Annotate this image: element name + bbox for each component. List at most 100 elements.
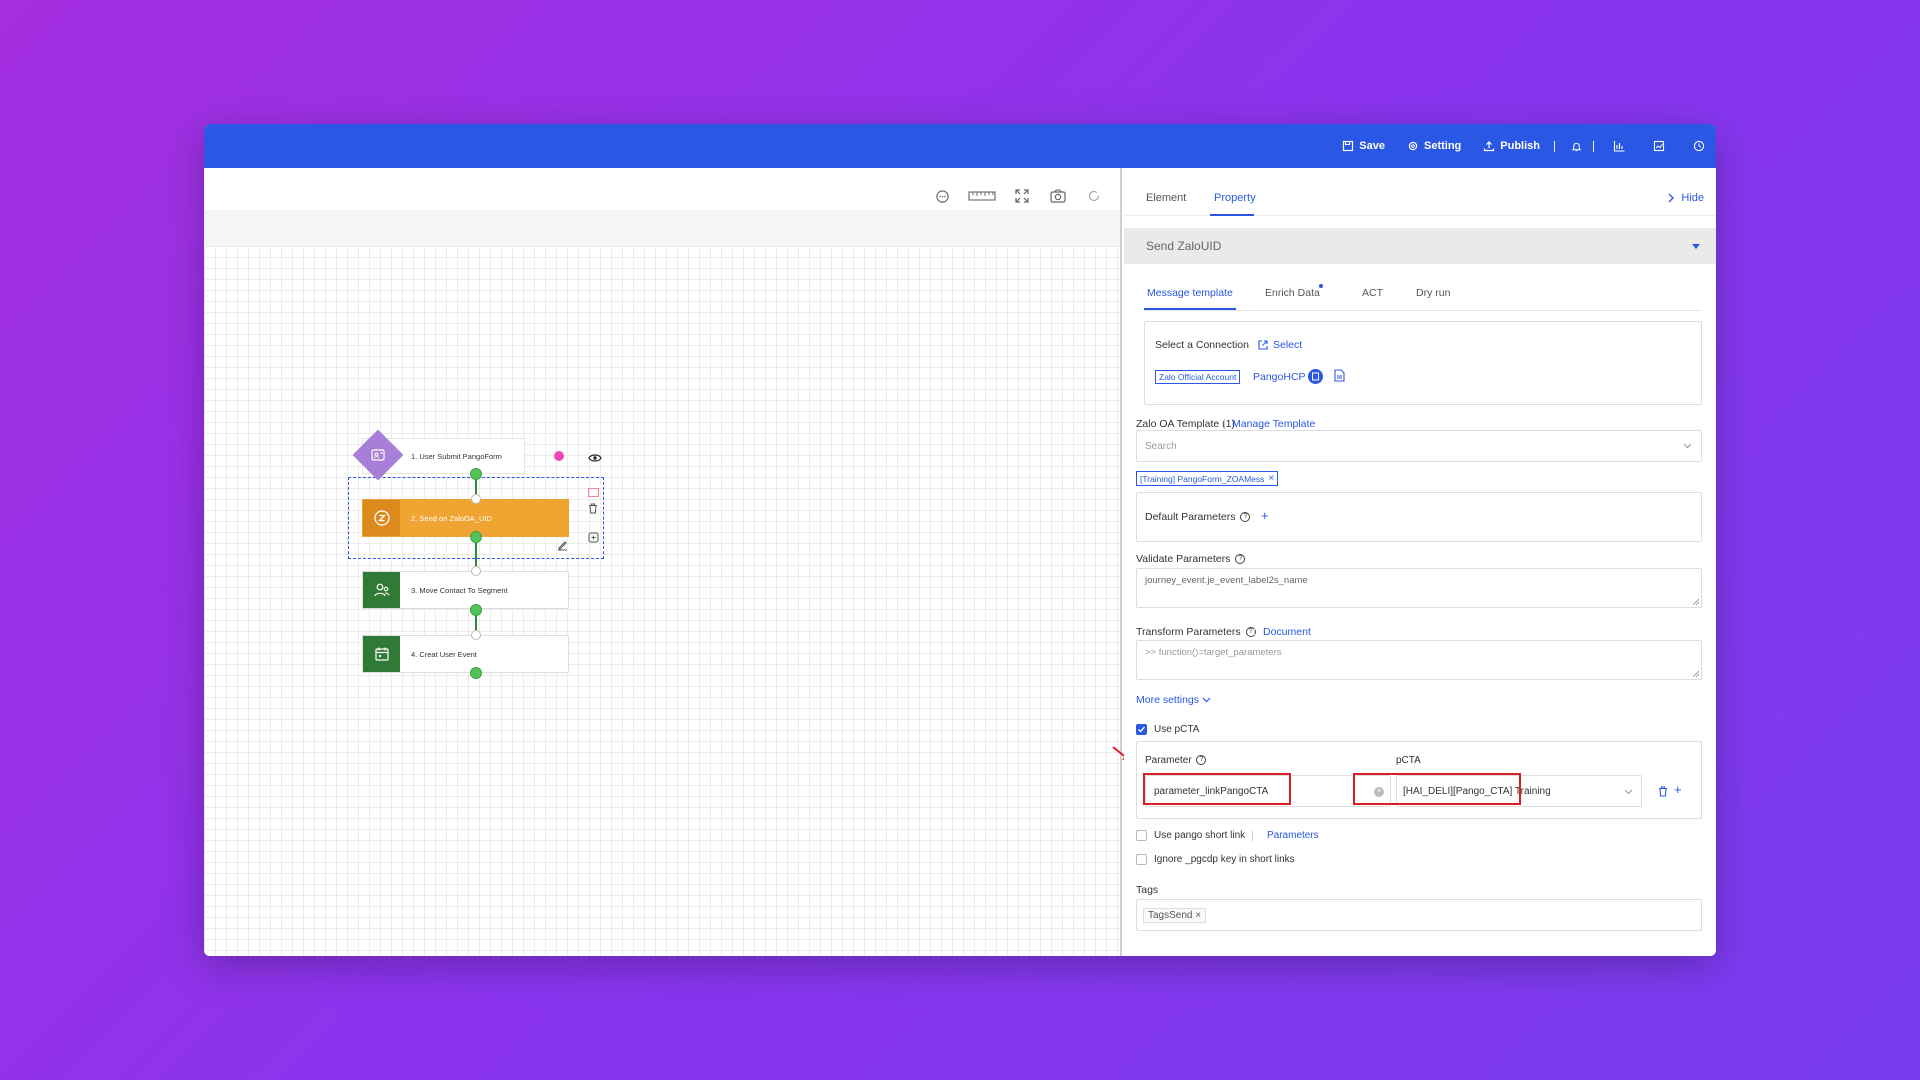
flow-node-move-segment[interactable]: 3. Move Contact To Segment	[362, 571, 569, 609]
select-connection-link[interactable]: Select	[1258, 339, 1302, 351]
flow-canvas[interactable]: 1. User Submit PangoForm 2. Send on Zalo…	[204, 168, 1130, 956]
input-port[interactable]	[471, 566, 481, 576]
trash-icon	[1659, 786, 1667, 797]
highlight-pcta	[1353, 773, 1521, 805]
report-button[interactable]	[1652, 139, 1666, 153]
fit-screen-button[interactable]	[1012, 188, 1032, 204]
tags-input[interactable]: TagsSend ×	[1136, 899, 1702, 931]
ignore-key-checkbox[interactable]	[1136, 854, 1147, 865]
clear-icon[interactable]: ×	[1374, 787, 1384, 797]
sub-tabs: Message template Enrich Data ACT Dry run	[1144, 275, 1702, 311]
connection-doc-button[interactable]	[1334, 369, 1345, 385]
connection-box: Select a Connection Select Zalo Official…	[1144, 321, 1702, 405]
comment-button[interactable]	[932, 188, 952, 204]
help-icon[interactable]: ?	[1235, 554, 1246, 565]
canvas-header-strip	[204, 210, 1120, 246]
add-row-button[interactable]: +	[1674, 782, 1682, 797]
resize-handle-icon[interactable]	[1693, 599, 1699, 605]
preview-button[interactable]	[588, 450, 602, 468]
trigger-diamond[interactable]	[352, 429, 404, 481]
document-link[interactable]: Document	[1263, 626, 1311, 638]
notification-button[interactable]	[1569, 139, 1583, 153]
output-port[interactable]	[470, 604, 482, 616]
help-icon[interactable]: ?	[1245, 627, 1256, 638]
ruler-icon	[968, 191, 996, 201]
flow-node-send-zalo[interactable]: 2. Send on ZaloOA_UID	[362, 499, 569, 537]
analytics-button[interactable]	[1612, 139, 1626, 153]
chevron-right-icon	[1668, 193, 1675, 203]
pcta-header: pCTA	[1396, 755, 1421, 766]
property-panel: Element Property Hide Send ZaloUID Messa…	[1124, 168, 1716, 956]
close-icon[interactable]: ×	[1268, 473, 1275, 484]
more-settings-toggle[interactable]: More settings	[1136, 694, 1211, 706]
search-placeholder: Search	[1145, 441, 1177, 452]
ruler-button[interactable]	[968, 188, 996, 204]
panel-tabs: Element Property Hide	[1124, 168, 1716, 216]
input-port[interactable]	[471, 630, 481, 640]
connection-account[interactable]: PangoHCP	[1253, 371, 1306, 383]
node-actions	[588, 488, 599, 514]
validate-params-textarea[interactable]: journey_event.je_event_label2s_name	[1136, 568, 1702, 608]
history-button[interactable]	[1692, 139, 1706, 153]
tab-property[interactable]: Property	[1214, 192, 1256, 204]
resize-handle-icon[interactable]	[1693, 671, 1699, 677]
manage-template-link[interactable]: Manage Template	[1232, 418, 1316, 430]
refresh-icon	[1088, 190, 1100, 202]
setting-button[interactable]: Setting	[1407, 140, 1461, 152]
transform-params-textarea[interactable]: >> function()=target_parameters	[1136, 640, 1702, 680]
short-link-checkbox[interactable]	[1136, 830, 1147, 841]
subtab-underline	[1144, 308, 1236, 310]
node-label: 3. Move Contact To Segment	[411, 585, 508, 595]
subtab-enrich-data[interactable]: Enrich Data	[1265, 287, 1320, 299]
toolbar-divider	[1593, 140, 1594, 152]
connection-info-button[interactable]	[1308, 369, 1323, 384]
subtab-message-template[interactable]: Message template	[1147, 287, 1233, 299]
tab-underline	[1210, 214, 1254, 216]
parameter-input[interactable]: parameter_linkPangoCTA ×	[1145, 775, 1391, 807]
eye-icon	[588, 454, 602, 462]
add-param-button[interactable]: +	[1261, 508, 1269, 523]
comment-icon	[935, 189, 949, 203]
subtab-act[interactable]: ACT	[1362, 287, 1383, 299]
calendar-icon	[374, 647, 389, 661]
publish-button[interactable]: Publish	[1483, 140, 1540, 152]
connector-line	[475, 478, 477, 496]
flow-node-create-event[interactable]: 4. Creat User Event	[362, 635, 569, 673]
screenshot-button[interactable]	[1048, 188, 1068, 204]
section-header[interactable]: Send ZaloUID	[1124, 228, 1716, 264]
node-label: 1. User Submit PangoForm	[411, 451, 502, 461]
highlight-parameter	[1143, 773, 1291, 805]
app-window: Save Setting Publish	[204, 124, 1716, 956]
chevron-down-icon	[1202, 697, 1211, 703]
copy-node-button[interactable]	[588, 530, 599, 548]
help-icon[interactable]: ?	[1240, 512, 1251, 523]
node-label: 4. Creat User Event	[411, 649, 477, 659]
output-port[interactable]	[470, 667, 482, 679]
edit-node-button[interactable]	[557, 538, 568, 556]
image-icon[interactable]	[588, 488, 599, 497]
pcta-value: [HAI_DELI][Pango_CTA] Training	[1403, 786, 1551, 797]
use-pcta-checkbox[interactable]	[1136, 724, 1147, 735]
input-port[interactable]	[471, 494, 481, 504]
node-label: 2. Send on ZaloOA_UID	[411, 513, 492, 523]
close-icon[interactable]: ×	[1195, 910, 1202, 921]
trash-icon[interactable]	[588, 503, 598, 514]
template-search-select[interactable]: Search	[1136, 430, 1702, 462]
connection-label: Select a Connection	[1155, 339, 1249, 351]
gear-icon	[1408, 141, 1418, 151]
edit-icon	[558, 541, 567, 551]
output-port[interactable]	[470, 531, 482, 543]
publish-label: Publish	[1500, 140, 1540, 152]
help-icon[interactable]: ?	[1196, 755, 1207, 766]
delete-row-button[interactable]	[1658, 786, 1668, 800]
chevron-down-icon	[1624, 789, 1633, 795]
short-link-parameters-link[interactable]: Parameters	[1267, 830, 1319, 841]
subtab-dry-run[interactable]: Dry run	[1416, 287, 1451, 299]
tab-element[interactable]: Element	[1146, 192, 1187, 204]
refresh-button[interactable]	[1084, 188, 1104, 204]
selected-template-tag[interactable]: [Training] PangoForm_ZOAMess ×	[1136, 471, 1279, 486]
fullscreen-icon	[1015, 189, 1029, 203]
save-button[interactable]: Save	[1342, 140, 1385, 152]
hide-panel-button[interactable]: Hide	[1667, 192, 1704, 204]
output-port[interactable]	[470, 468, 482, 480]
